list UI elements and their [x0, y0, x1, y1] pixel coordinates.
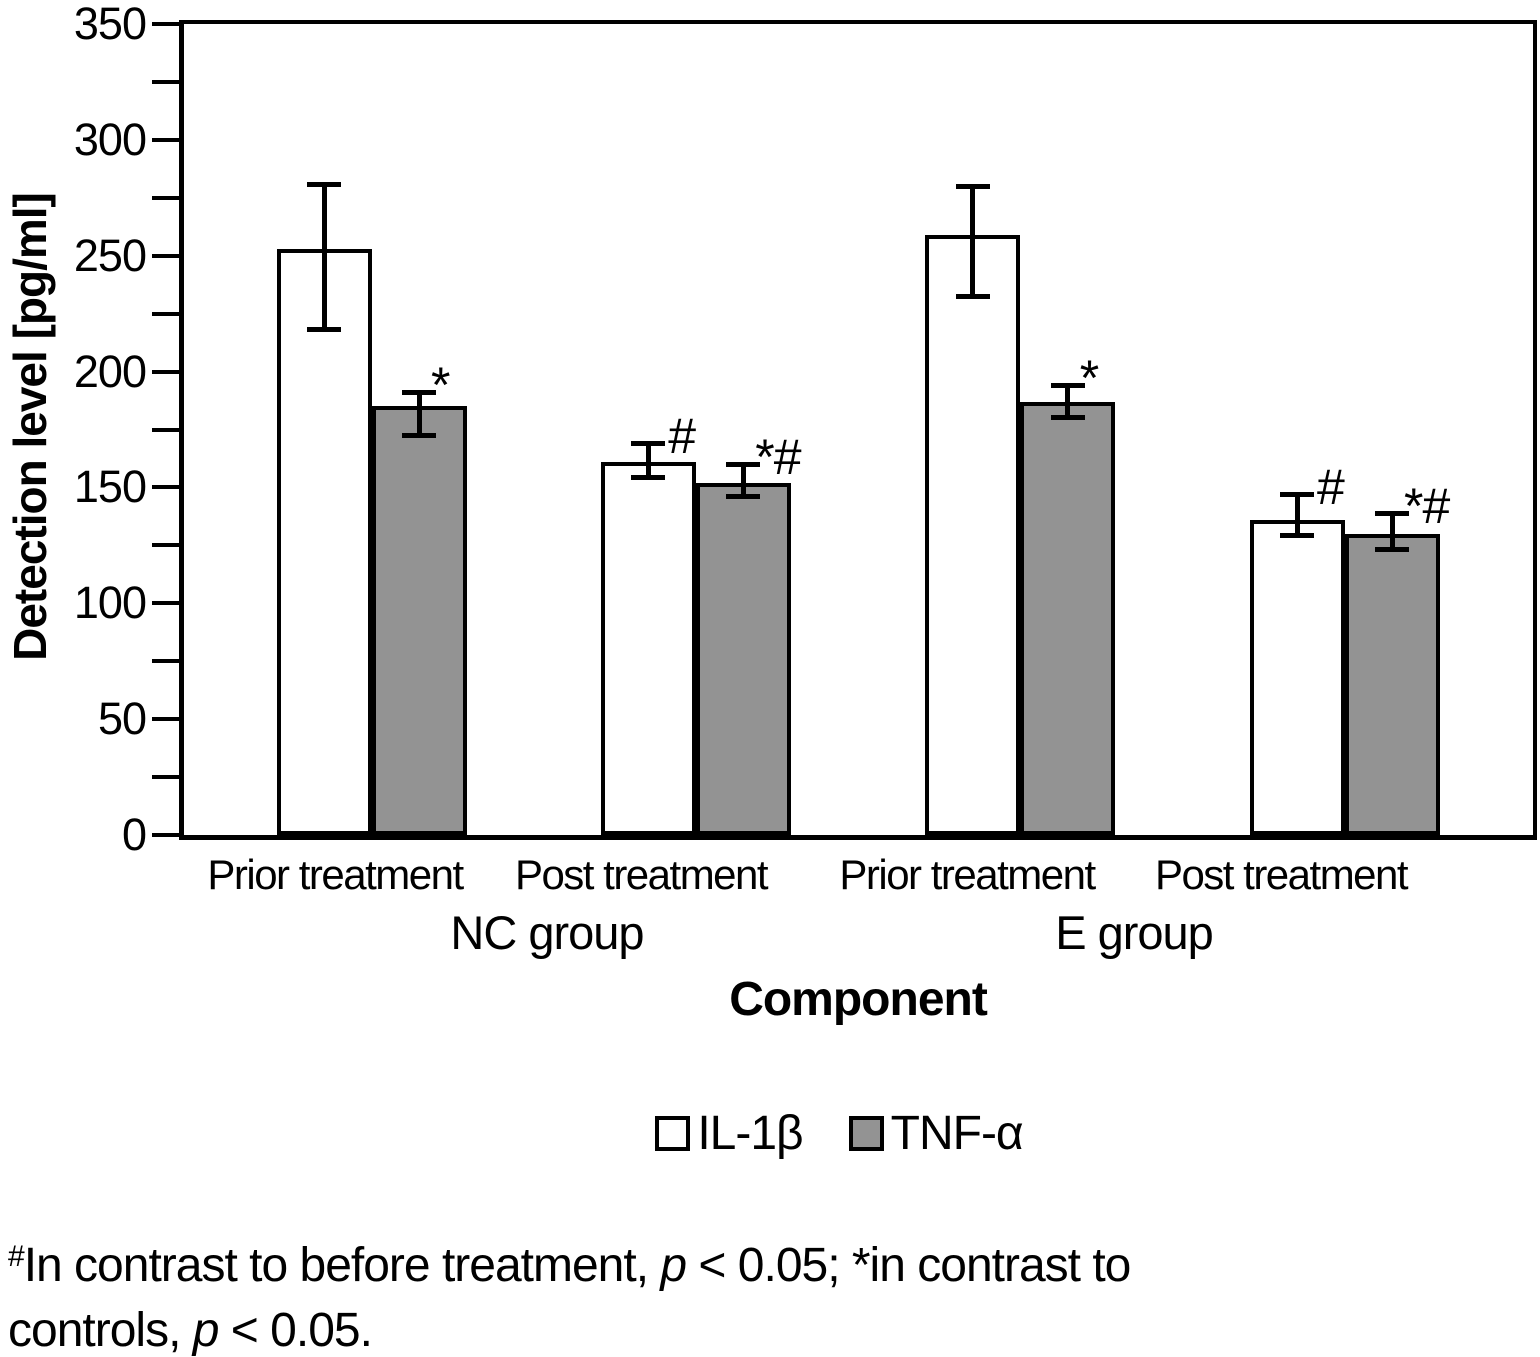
y-tick-label: 150	[73, 461, 147, 513]
y-tick-mark	[152, 659, 179, 664]
x-axis-title-row: Component	[179, 972, 1537, 1027]
legend-item: TNF-α	[848, 1106, 1024, 1161]
legend-label: IL-1β	[697, 1107, 803, 1160]
error-bar-stem	[970, 186, 976, 298]
error-bar-cap-top	[307, 181, 341, 187]
bar	[1020, 401, 1116, 835]
y-tick-mark	[152, 775, 179, 780]
y-tick-label: 100	[73, 577, 147, 629]
y-tick-label: 300	[73, 113, 147, 165]
y-tick-mark	[152, 79, 179, 84]
legend-swatch	[655, 1116, 691, 1151]
significance-marker: #	[1317, 459, 1345, 516]
error-bar-cap-top	[955, 184, 990, 190]
significance-marker: *	[431, 357, 450, 414]
error-bar-cap-bottom	[1375, 546, 1409, 552]
bar	[695, 482, 791, 835]
x-category-label: Prior treatment	[207, 851, 464, 898]
y-tick-mark	[152, 833, 179, 837]
y-tick-mark	[152, 427, 179, 432]
bar	[1344, 533, 1440, 835]
error-bar-cap-top	[631, 441, 666, 447]
error-bar-stem	[416, 392, 422, 437]
footnote-line: controls, p < 0.05.	[8, 1301, 1438, 1357]
x-group-label: E group	[1055, 906, 1214, 959]
y-tick-label: 250	[73, 229, 147, 281]
y-tick-mark	[152, 369, 179, 374]
error-bar-cap-top	[1050, 383, 1085, 389]
y-tick-mark	[152, 195, 179, 200]
error-bar-cap-bottom	[1280, 533, 1314, 539]
error-bar-cap-top	[726, 462, 761, 468]
error-bar-stem	[321, 183, 327, 330]
y-tick-mark	[152, 485, 179, 490]
significance-marker: #	[668, 408, 696, 465]
footnote-superscript: #	[8, 1240, 25, 1273]
footnote-text: < 0.05.	[218, 1304, 373, 1357]
legend: IL-1β TNF-α	[160, 1106, 1518, 1161]
error-bar-cap-top	[1280, 492, 1314, 498]
y-tick-label: 50	[97, 693, 147, 745]
bar	[1249, 519, 1345, 835]
legend-swatch	[848, 1116, 884, 1151]
y-tick-label: 200	[73, 345, 147, 397]
error-bar-cap-bottom	[726, 493, 761, 499]
legend-item: IL-1β	[655, 1106, 804, 1161]
error-bar-stem	[1065, 385, 1071, 418]
x-category-label: Post treatment	[514, 851, 769, 898]
error-bar-stem	[1294, 494, 1300, 537]
significance-marker: *#	[1404, 477, 1450, 534]
y-tick-mark	[152, 137, 179, 142]
error-bar-cap-top	[402, 390, 436, 396]
y-tick-mark	[152, 311, 179, 316]
error-bar-stem	[740, 464, 746, 497]
plot-area: # # * *# * *#	[179, 20, 1537, 840]
footnote-text: p	[192, 1304, 220, 1357]
error-bar-cap-top	[1375, 510, 1409, 516]
x-category-label: Post treatment	[1154, 851, 1409, 898]
error-bar-stem	[1389, 512, 1395, 550]
bar	[925, 234, 1021, 835]
footnote-line: #In contrast to before treatment, p < 0.…	[8, 1236, 1438, 1301]
y-tick-mark	[152, 543, 179, 548]
y-tick-label: 350	[73, 0, 147, 49]
bar	[600, 461, 696, 835]
y-tick-mark	[152, 22, 179, 26]
bar	[276, 248, 372, 835]
footnote: #In contrast to before treatment, p < 0.…	[8, 1236, 1438, 1357]
y-tick-mark	[152, 253, 179, 258]
footnote-text: In contrast to before treatment,	[23, 1239, 661, 1292]
footnote-text: p	[660, 1239, 687, 1292]
y-tick-mark	[152, 601, 179, 606]
x-axis-title: Component	[729, 973, 988, 1026]
significance-marker: *	[1079, 350, 1099, 407]
footnote-text: < 0.05; *in contrast to	[686, 1239, 1131, 1292]
error-bar-cap-bottom	[631, 475, 666, 481]
y-tick-label: 0	[121, 809, 147, 860]
bar	[371, 406, 467, 835]
legend-label: TNF-α	[890, 1107, 1024, 1160]
x-category-label: Prior treatment	[839, 851, 1096, 898]
y-tick-mark	[152, 717, 179, 722]
error-bar-cap-bottom	[307, 326, 341, 332]
significance-marker: *#	[755, 429, 801, 486]
error-bar-cap-bottom	[1050, 414, 1085, 420]
footnote-text: controls,	[8, 1304, 193, 1357]
error-bar-cap-bottom	[402, 433, 436, 439]
x-group-label: NC group	[450, 906, 644, 959]
error-bar-stem	[645, 443, 651, 479]
error-bar-cap-bottom	[955, 294, 990, 300]
